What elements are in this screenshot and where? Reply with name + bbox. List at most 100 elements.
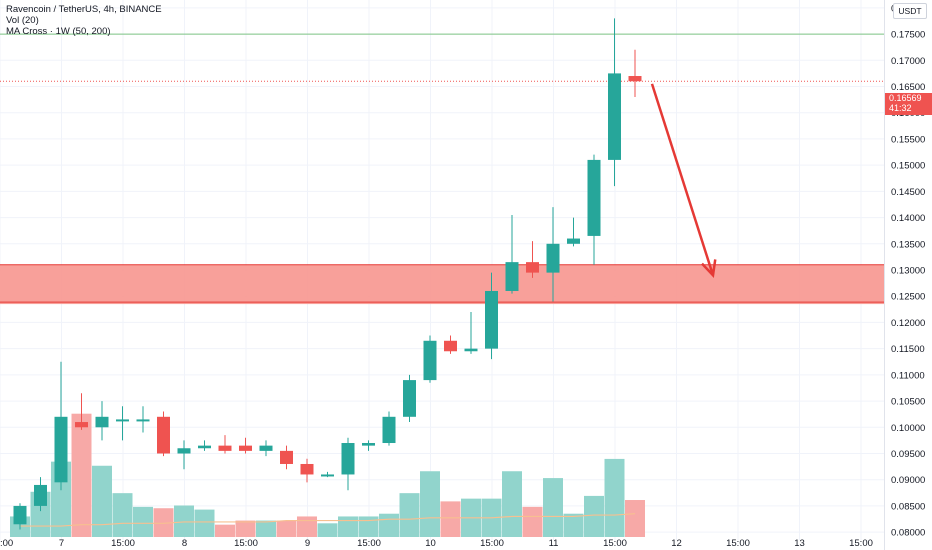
volume-bar (399, 493, 420, 537)
x-tick-label: :00 (0, 538, 13, 549)
candle-body (75, 422, 88, 428)
volume-bar (379, 513, 399, 537)
volume-bar (215, 524, 235, 537)
y-tick-label: 0.13500 (891, 239, 925, 250)
chart-legend: Ravencoin / TetherUS, 4h, BINANCE Vol (2… (6, 4, 162, 37)
y-tick-label: 0.12500 (891, 292, 925, 303)
x-tick-label: 7 (59, 538, 64, 549)
volume-ma-line (20, 513, 636, 527)
y-tick-label: 0.09000 (891, 475, 925, 486)
candles (13, 18, 642, 530)
volume-bar (235, 520, 256, 537)
candle-body (54, 416, 68, 483)
x-tick-label: 15:00 (357, 538, 381, 549)
volume-bar (563, 513, 584, 537)
volume-bar (71, 413, 92, 537)
volume-bar (174, 505, 194, 537)
y-tick-label: 0.10500 (891, 397, 925, 408)
y-tick-label: 0.15000 (891, 161, 925, 172)
candle-body (526, 262, 539, 273)
volume-bar (358, 516, 379, 537)
volume-bar (153, 508, 174, 537)
candle-body (341, 443, 355, 475)
volume-bar (584, 495, 604, 537)
price-axis[interactable]: 0.180000.175000.170000.165000.160000.155… (891, 3, 925, 538)
x-tick-label: 9 (305, 538, 310, 549)
y-tick-label: 0.08000 (891, 528, 925, 539)
candle-body (259, 445, 273, 451)
y-tick-label: 0.11500 (891, 344, 925, 355)
candle-body (95, 416, 109, 428)
candle-body (485, 290, 498, 349)
candle-body (628, 76, 642, 82)
currency-label[interactable]: USDT (893, 3, 927, 19)
y-tick-label: 0.17000 (891, 56, 925, 67)
candle-body (13, 505, 27, 525)
x-tick-label: 8 (182, 538, 187, 549)
candle-body (505, 262, 519, 291)
y-tick-label: 0.13000 (891, 266, 925, 277)
candle-body (587, 159, 601, 236)
candle-body (34, 484, 47, 506)
volume-bar (338, 516, 358, 537)
volume-bar (625, 500, 645, 537)
candle-body (177, 448, 191, 454)
volume-bar (256, 520, 276, 537)
last-price-tag: 0.16569 41:32 (885, 93, 932, 115)
volume-bar (92, 465, 112, 537)
bar-countdown: 41:32 (889, 103, 912, 113)
candle-body (403, 380, 416, 417)
volume-indicator-label[interactable]: Vol (20) (6, 15, 39, 26)
x-tick-label: 11 (549, 538, 559, 549)
x-tick-label: 15:00 (234, 538, 258, 549)
volume-bar (604, 458, 625, 537)
x-tick-label: 10 (425, 538, 436, 549)
volume-bar (420, 471, 440, 537)
ma-cross-indicator-label[interactable]: MA Cross · 1W (50, 200) (6, 26, 111, 37)
volume-bar (276, 520, 297, 537)
candle-body (464, 348, 478, 352)
x-tick-label: 13 (794, 538, 805, 549)
candle-body (444, 340, 457, 352)
y-tick-label: 0.14500 (891, 187, 925, 198)
y-tick-label: 0.10000 (891, 423, 925, 434)
arrow-shaft (650, 83, 715, 276)
candle-body (546, 243, 560, 273)
last-price-value: 0.16569 (889, 93, 922, 103)
candle-body (362, 443, 375, 446)
symbol-title[interactable]: Ravencoin / TetherUS, 4h, BINANCE (6, 4, 162, 15)
y-tick-label: 0.12000 (891, 318, 925, 329)
x-tick-label: 15:00 (111, 538, 135, 549)
candle-body (567, 238, 580, 244)
arrow-head (701, 259, 717, 278)
candle-body (300, 463, 314, 475)
candle-body (423, 340, 437, 381)
x-tick-label: 12 (671, 538, 682, 549)
time-axis[interactable]: :00 7 15:00 8 15:00 9 15:00 10 15:00 11 15:00 12 15:… (0, 538, 873, 549)
volume-bar (502, 471, 522, 537)
candle-body (321, 474, 334, 477)
volume-bar (297, 516, 317, 537)
candle-body (116, 419, 129, 422)
candle-body (218, 445, 232, 451)
demand-zone[interactable] (0, 264, 884, 305)
candle-body (239, 445, 252, 451)
candle-body (608, 73, 621, 160)
y-tick-label: 0.16500 (891, 82, 925, 93)
candle-body (157, 416, 170, 454)
candle-body (136, 419, 150, 422)
y-tick-label: 0.11000 (891, 370, 925, 381)
volume-bar (543, 478, 563, 537)
x-tick-label: 15:00 (726, 538, 750, 549)
y-tick-label: 0.09500 (891, 449, 925, 460)
y-tick-label: 0.15500 (891, 134, 925, 145)
volume-bar (522, 506, 543, 537)
y-tick-label: 0.14000 (891, 213, 925, 224)
y-tick-label: 0.17500 (891, 30, 925, 41)
forecast-arrow[interactable] (650, 83, 717, 278)
volume-bar (194, 509, 215, 537)
volume-bar (440, 501, 461, 537)
candle-body (198, 445, 211, 449)
x-tick-label: 15:00 (480, 538, 504, 549)
